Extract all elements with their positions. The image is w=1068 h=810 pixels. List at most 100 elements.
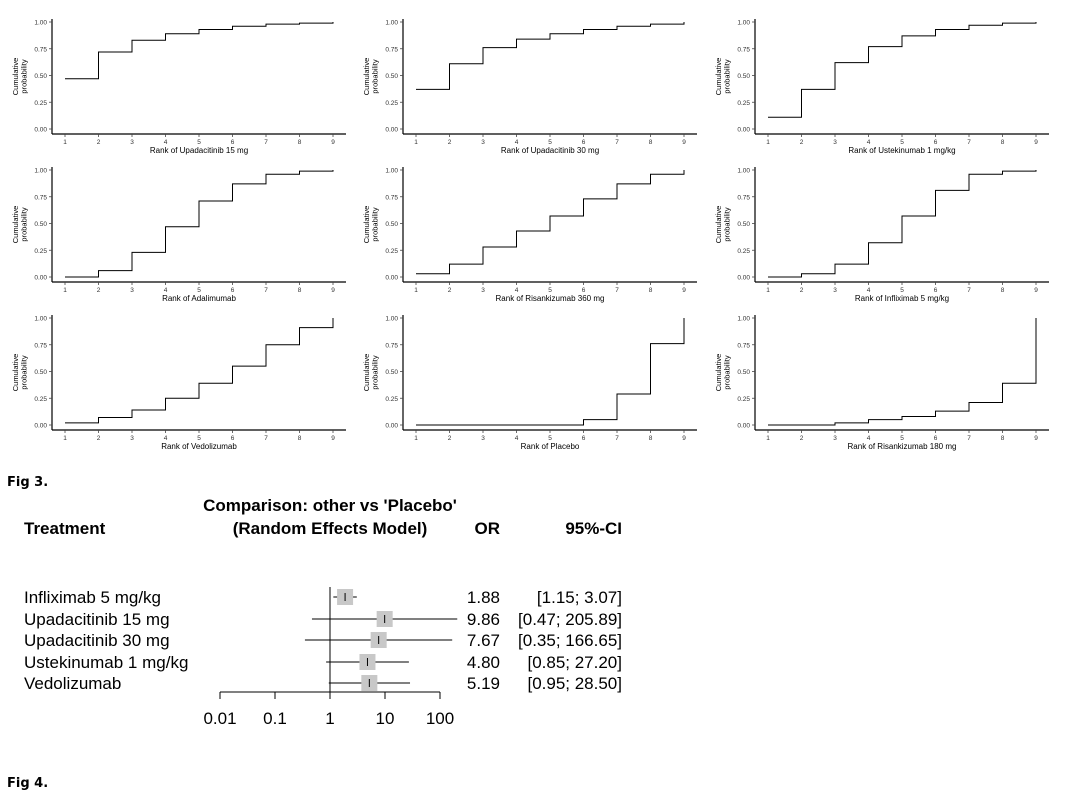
y-tick-label: 0.50 bbox=[34, 73, 47, 80]
y-tick-label: 0.50 bbox=[737, 221, 750, 228]
forest-x-tick-label: 0.1 bbox=[263, 709, 287, 728]
x-tick-label: 1 bbox=[414, 287, 418, 294]
x-tick-label: 5 bbox=[548, 287, 552, 294]
rankogram-panel: 0.00 0.25 0.50 0.75 1.00 1 2 3 4 5 6 7 8 9 Rank of Ris… bbox=[714, 315, 1049, 451]
y-tick-label: 0.00 bbox=[34, 275, 47, 282]
y-axis-label: Cumulativeprobability bbox=[362, 354, 380, 392]
x-tick-label: 7 bbox=[967, 435, 971, 442]
x-tick-label: 4 bbox=[867, 139, 871, 146]
x-tick-label: 9 bbox=[682, 287, 686, 294]
x-axis-label: Rank of Infliximab 5 mg/kg bbox=[855, 294, 949, 303]
ci-value: [0.95; 28.50] bbox=[527, 674, 622, 693]
ci-value: [0.47; 205.89] bbox=[518, 610, 622, 629]
x-axis-label: Rank of Risankizumab 360 mg bbox=[496, 294, 605, 303]
x-tick-label: 7 bbox=[615, 435, 619, 442]
x-tick-label: 7 bbox=[615, 287, 619, 294]
treatment-header: Treatment bbox=[24, 519, 106, 538]
x-tick-label: 1 bbox=[63, 435, 67, 442]
y-axis-label-line: probability bbox=[371, 59, 380, 93]
y-axis-label: Cumulativeprobability bbox=[714, 206, 732, 244]
treatment-label: Vedolizumab bbox=[24, 674, 121, 693]
fig4-caption: Fig 4. bbox=[7, 776, 48, 791]
y-tick-label: 0.75 bbox=[385, 194, 398, 201]
y-tick-label: 0.75 bbox=[34, 46, 47, 53]
or-header: OR bbox=[475, 519, 501, 538]
x-tick-label: 6 bbox=[582, 435, 586, 442]
x-tick-label: 8 bbox=[649, 139, 653, 146]
y-axis-label: Cumulativeprobability bbox=[714, 354, 732, 392]
ci-header: 95%-CI bbox=[565, 519, 622, 538]
x-tick-label: 8 bbox=[298, 139, 302, 146]
y-tick-label: 0.50 bbox=[737, 73, 750, 80]
y-tick-label: 0.50 bbox=[737, 369, 750, 376]
x-tick-label: 4 bbox=[867, 435, 871, 442]
x-axis-label: Rank of Risankizumab 180 mg bbox=[848, 442, 957, 451]
y-tick-label: 0.25 bbox=[34, 396, 47, 403]
x-tick-label: 2 bbox=[448, 287, 452, 294]
fig3-rankogram-grid: 0.00 0.25 0.50 0.75 1.00 1 2 3 4 5 6 7 8 9 Rank of Upa… bbox=[0, 0, 1068, 460]
x-tick-label: 4 bbox=[164, 287, 168, 294]
y-axis-label: Cumulativeprobability bbox=[11, 354, 29, 392]
x-tick-label: 7 bbox=[967, 139, 971, 146]
x-tick-label: 6 bbox=[934, 287, 938, 294]
cumulative-step-line bbox=[768, 318, 1036, 425]
fig3-caption: Fig 3. bbox=[7, 475, 48, 490]
x-tick-label: 1 bbox=[766, 139, 770, 146]
x-tick-label: 4 bbox=[164, 435, 168, 442]
x-tick-label: 3 bbox=[481, 435, 485, 442]
x-tick-label: 3 bbox=[833, 435, 837, 442]
y-tick-label: 0.50 bbox=[385, 221, 398, 228]
rankogram-panel: 0.00 0.25 0.50 0.75 1.00 1 2 3 4 5 6 7 8 9 Rank of Ris… bbox=[362, 167, 697, 303]
x-tick-label: 7 bbox=[264, 435, 268, 442]
x-tick-label: 6 bbox=[582, 287, 586, 294]
rankogram-panel: 0.00 0.25 0.50 0.75 1.00 1 2 3 4 5 6 7 8 9 Rank of Upa… bbox=[362, 19, 697, 155]
y-tick-label: 0.25 bbox=[385, 248, 398, 255]
ci-value: [0.35; 166.65] bbox=[518, 631, 622, 650]
y-axis-label: Cumulativeprobability bbox=[11, 58, 29, 96]
y-tick-label: 0.00 bbox=[34, 127, 47, 134]
x-tick-label: 8 bbox=[649, 287, 653, 294]
cumulative-step-line bbox=[416, 318, 684, 425]
y-tick-label: 0.75 bbox=[737, 342, 750, 349]
y-axis-label-line: probability bbox=[20, 355, 29, 389]
rankogram-panel: 0.00 0.25 0.50 0.75 1.00 1 2 3 4 5 6 7 8 9 Rank of Pla… bbox=[362, 315, 697, 451]
x-tick-label: 1 bbox=[766, 287, 770, 294]
y-tick-label: 0.50 bbox=[34, 221, 47, 228]
x-tick-label: 1 bbox=[414, 435, 418, 442]
x-tick-label: 5 bbox=[900, 287, 904, 294]
y-axis-label-line: probability bbox=[371, 355, 380, 389]
cumulative-step-line bbox=[416, 22, 684, 89]
x-tick-label: 9 bbox=[331, 139, 335, 146]
x-tick-label: 2 bbox=[97, 435, 101, 442]
forest-x-tick-label: 10 bbox=[376, 709, 395, 728]
forest-x-tick-label: 1 bbox=[325, 709, 334, 728]
x-tick-label: 3 bbox=[833, 139, 837, 146]
x-tick-label: 4 bbox=[164, 139, 168, 146]
x-tick-label: 3 bbox=[833, 287, 837, 294]
x-axis-label: Rank of Vedolizumab bbox=[161, 442, 237, 451]
y-tick-label: 0.00 bbox=[34, 423, 47, 430]
x-tick-label: 9 bbox=[682, 139, 686, 146]
x-tick-label: 5 bbox=[548, 139, 552, 146]
x-tick-label: 2 bbox=[800, 435, 804, 442]
x-tick-label: 8 bbox=[1001, 287, 1005, 294]
x-tick-label: 4 bbox=[515, 139, 519, 146]
cumulative-step-line bbox=[416, 170, 684, 274]
x-tick-label: 8 bbox=[1001, 435, 1005, 442]
y-tick-label: 0.50 bbox=[385, 369, 398, 376]
cumulative-step-line bbox=[65, 170, 333, 277]
or-value: 7.67 bbox=[467, 631, 500, 650]
y-tick-label: 0.00 bbox=[737, 423, 750, 430]
x-tick-label: 5 bbox=[197, 139, 201, 146]
x-tick-label: 4 bbox=[515, 435, 519, 442]
x-tick-label: 6 bbox=[934, 139, 938, 146]
treatment-label: Upadacitinib 15 mg bbox=[24, 610, 170, 629]
y-tick-label: 0.00 bbox=[737, 127, 750, 134]
cumulative-step-line bbox=[65, 318, 333, 423]
y-tick-label: 0.00 bbox=[385, 127, 398, 134]
cumulative-step-line bbox=[65, 22, 333, 79]
y-tick-label: 0.25 bbox=[737, 248, 750, 255]
y-axis-label-line: probability bbox=[723, 207, 732, 241]
x-tick-label: 2 bbox=[97, 139, 101, 146]
ci-value: [1.15; 3.07] bbox=[537, 588, 622, 607]
